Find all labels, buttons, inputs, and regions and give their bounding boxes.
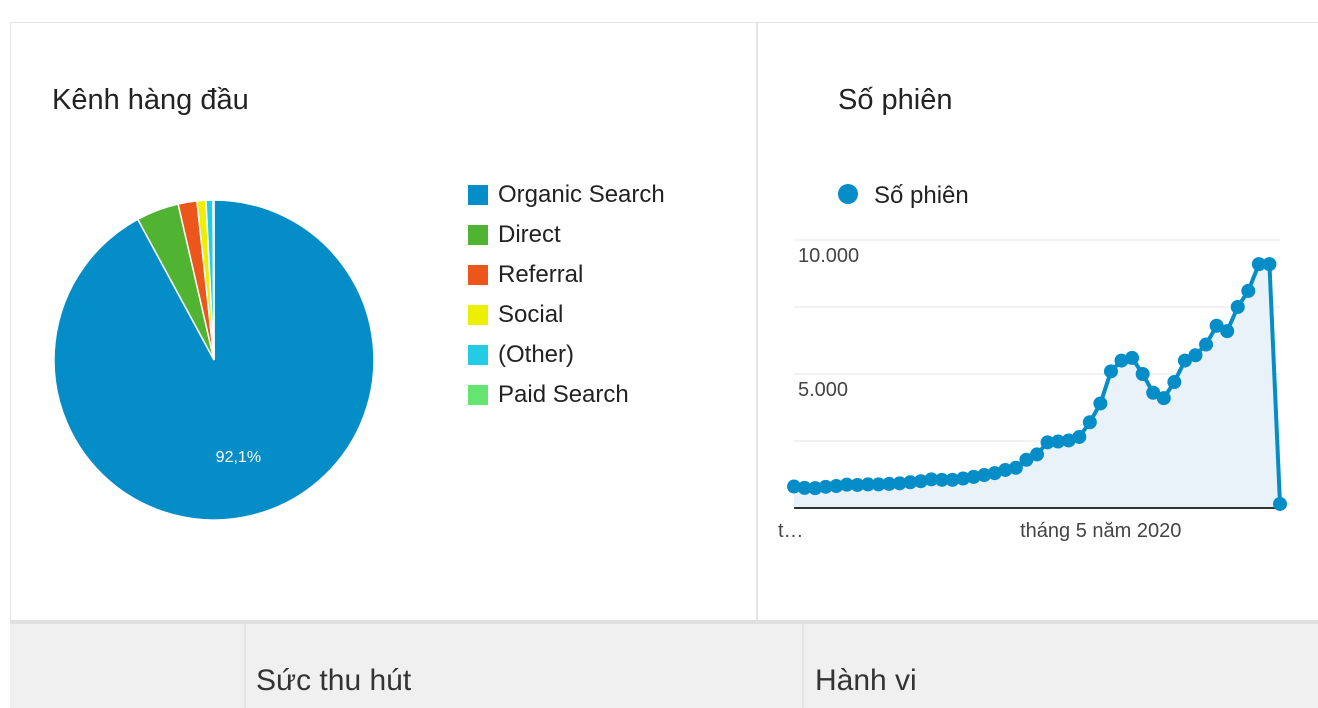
sessions-point[interactable] [1030, 447, 1044, 462]
legend-swatch [468, 385, 488, 405]
legend-item[interactable]: (Other) [468, 335, 665, 375]
panel-left-border [10, 22, 11, 620]
legend-label: Social [498, 301, 564, 328]
x-tick-label: tháng 5 năm 2020 [1020, 520, 1181, 542]
sessions-point[interactable] [850, 477, 865, 492]
sessions-point[interactable] [1072, 429, 1087, 444]
legend-swatch [468, 225, 488, 245]
legend-swatch [468, 345, 488, 365]
summary-header-bar [10, 620, 1318, 708]
sessions-area [794, 264, 1280, 508]
legend-item[interactable]: Organic Search [468, 175, 665, 215]
sessions-point[interactable] [1209, 318, 1224, 333]
legend-label: Direct [498, 221, 561, 248]
sessions-point[interactable] [1262, 257, 1277, 272]
sessions-point[interactable] [945, 472, 960, 487]
sessions-point[interactable] [871, 477, 886, 492]
sessions-point[interactable] [956, 471, 971, 486]
legend-label: Referral [498, 261, 584, 288]
sessions-point[interactable] [1220, 324, 1235, 339]
x-tick-label: t… [778, 520, 804, 542]
sessions-point[interactable] [966, 469, 981, 484]
sessions-point[interactable] [787, 479, 801, 494]
sessions-point[interactable] [998, 462, 1013, 477]
sessions-point[interactable] [882, 476, 897, 491]
sessions-point[interactable] [1051, 434, 1066, 449]
sessions-point[interactable] [1188, 348, 1203, 363]
legend-label: (Other) [498, 341, 575, 368]
sessions-point[interactable] [1241, 283, 1256, 298]
line-legend-label: Số phiên [874, 182, 969, 209]
sessions-point[interactable] [924, 472, 939, 487]
behavior-heading: Hành vi [815, 664, 917, 697]
top-channels-title: Kênh hàng đầu [52, 84, 249, 116]
legend-item[interactable]: Social [468, 295, 665, 335]
sessions-point[interactable] [892, 476, 907, 491]
sessions-point[interactable] [1167, 375, 1182, 390]
sessions-point[interactable] [1019, 452, 1034, 467]
sessions-title: Số phiên [838, 84, 953, 116]
pie-slice-paid-search[interactable] [212, 199, 215, 361]
y-tick-label: 5.000 [798, 379, 848, 401]
sessions-point[interactable] [1093, 396, 1108, 411]
sessions-point[interactable] [1114, 353, 1129, 368]
sessions-point[interactable] [808, 481, 823, 496]
legend-swatch [468, 305, 488, 325]
sessions-point[interactable] [913, 474, 928, 489]
sessions-point[interactable] [1156, 391, 1171, 406]
sessions-point[interactable] [1230, 300, 1245, 314]
summary-col-divider [244, 624, 246, 708]
sessions-point[interactable] [1008, 460, 1023, 475]
legend-swatch [468, 185, 488, 205]
top-channels-pie-chart: 92,1% [53, 199, 375, 521]
sessions-point[interactable] [1125, 350, 1140, 365]
sessions-point[interactable] [1146, 385, 1161, 400]
pie-data-label: 92,1% [216, 449, 261, 466]
sessions-point[interactable] [934, 472, 949, 487]
sessions-point[interactable] [797, 480, 812, 495]
sessions-point[interactable] [1061, 433, 1076, 448]
summary-col-divider [802, 624, 804, 708]
sessions-point[interactable] [1251, 257, 1266, 272]
sessions-point[interactable] [1135, 367, 1150, 381]
sessions-point[interactable] [903, 475, 918, 490]
sessions-point[interactable] [839, 477, 854, 492]
panel-divider [756, 22, 758, 620]
sessions-point[interactable] [1040, 435, 1055, 450]
sessions-point[interactable] [1103, 364, 1118, 379]
sessions-point[interactable] [818, 479, 833, 494]
legend-item[interactable]: Direct [468, 215, 665, 255]
acquisition-heading: Sức thu hút [256, 664, 412, 697]
legend-marker [838, 184, 858, 204]
pie-legend: Organic Search Direct Referral Social (Other… [468, 175, 665, 415]
panel-top-border [10, 22, 1318, 23]
legend-item[interactable]: Referral [468, 255, 665, 295]
y-tick-label: 10.000 [798, 245, 859, 267]
sessions-line-chart: Số phiên 5.000 10.000 t… tháng 5 năm 2020 [778, 182, 1287, 542]
sessions-point[interactable] [1273, 496, 1287, 511]
sessions-point[interactable] [1082, 415, 1097, 430]
sessions-point[interactable] [1199, 337, 1214, 352]
sessions-point[interactable] [1177, 353, 1192, 368]
sessions-point[interactable] [977, 468, 992, 483]
sessions-point[interactable] [829, 479, 844, 494]
legend-item[interactable]: Paid Search [468, 375, 665, 415]
legend-swatch [468, 265, 488, 285]
legend-label: Organic Search [498, 181, 665, 208]
legend-label: Paid Search [498, 381, 629, 408]
sessions-point[interactable] [860, 477, 875, 492]
sessions-point[interactable] [987, 466, 1002, 481]
